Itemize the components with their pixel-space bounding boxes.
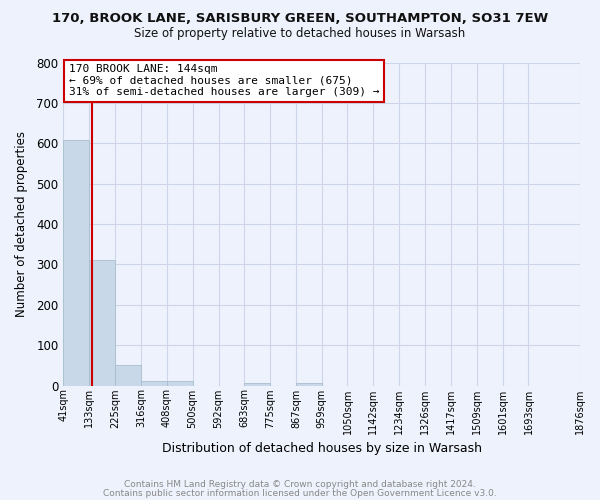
Text: Contains HM Land Registry data © Crown copyright and database right 2024.: Contains HM Land Registry data © Crown c… — [124, 480, 476, 489]
Bar — [115, 366, 141, 386]
Text: 170 BROOK LANE: 144sqm
← 69% of detached houses are smaller (675)
31% of semi-de: 170 BROOK LANE: 144sqm ← 69% of detached… — [68, 64, 379, 98]
Text: Contains public sector information licensed under the Open Government Licence v3: Contains public sector information licen… — [103, 488, 497, 498]
Y-axis label: Number of detached properties: Number of detached properties — [15, 131, 28, 317]
Bar — [64, 140, 89, 386]
Bar — [167, 380, 193, 386]
Bar — [244, 384, 270, 386]
Bar — [89, 260, 115, 386]
Text: Size of property relative to detached houses in Warsash: Size of property relative to detached ho… — [134, 28, 466, 40]
Bar — [141, 381, 167, 386]
X-axis label: Distribution of detached houses by size in Warsash: Distribution of detached houses by size … — [162, 442, 482, 455]
Bar — [296, 382, 322, 386]
Text: 170, BROOK LANE, SARISBURY GREEN, SOUTHAMPTON, SO31 7EW: 170, BROOK LANE, SARISBURY GREEN, SOUTHA… — [52, 12, 548, 26]
